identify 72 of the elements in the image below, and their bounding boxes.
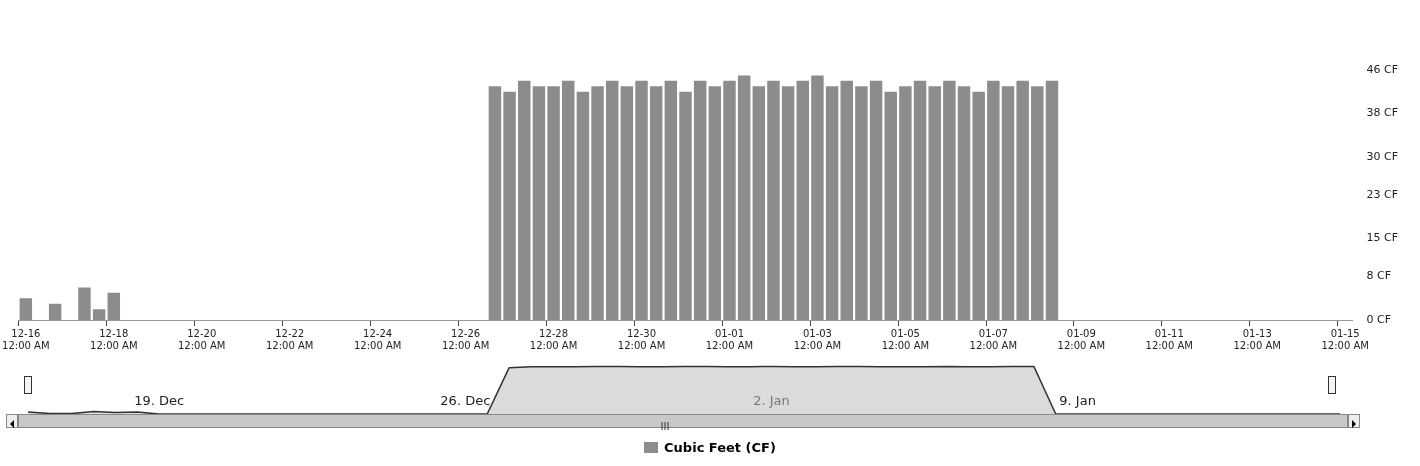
bar	[649, 86, 663, 320]
bar	[693, 80, 707, 320]
y-tick-label: 30 CF	[1366, 149, 1399, 163]
y-tick-label: 15 CF	[1366, 231, 1399, 245]
bar	[576, 91, 590, 320]
bar	[811, 75, 824, 320]
bar	[957, 86, 971, 320]
bar	[708, 86, 722, 320]
bar	[1001, 86, 1015, 320]
bar	[972, 91, 985, 320]
x-tick-label: 01-15 12:00 AM	[1321, 327, 1369, 351]
y-tick-label: 38 CF	[1366, 106, 1399, 120]
x-tick-label: 12-26 12:00 AM	[441, 327, 490, 351]
bar	[562, 80, 575, 320]
bar	[1031, 86, 1044, 320]
x-tick-label: 01-13 12:00 AM	[1233, 327, 1281, 351]
y-tick-label: 23 CF	[1366, 187, 1399, 201]
bar	[943, 80, 956, 320]
x-tick-label: 01-07 12:00 AM	[969, 327, 1018, 351]
y-tick-label: 8 CF	[1366, 269, 1392, 283]
x-tick-label: 12-28 12:00 AM	[529, 327, 578, 351]
x-tick-label: 9. Jan	[1059, 393, 1096, 409]
bar	[884, 91, 897, 320]
bar	[781, 86, 795, 320]
bar	[987, 80, 1000, 320]
bar	[796, 80, 810, 320]
bar	[752, 86, 766, 320]
y-tick-label: 0 CF	[1366, 312, 1392, 326]
x-tick-label: 01-01 12:00 AM	[705, 327, 754, 351]
bar	[679, 91, 692, 320]
x-tick-label: 19. Dec	[134, 393, 185, 409]
bar	[605, 80, 619, 320]
bar	[737, 75, 751, 320]
bar	[928, 86, 941, 320]
bar	[899, 86, 912, 320]
bar	[855, 86, 868, 320]
x-tick-label: 01-03 12:00 AM	[793, 327, 842, 351]
bar	[913, 80, 927, 320]
x-tick-label: 26. Dec	[440, 393, 491, 409]
bar	[635, 80, 648, 320]
bar	[1045, 80, 1059, 320]
bar	[107, 292, 121, 320]
bar	[825, 86, 839, 320]
x-tick-label: 01-11 12:00 AM	[1145, 327, 1193, 351]
x-tick-label: 12-16 12:00 AM	[2, 327, 50, 351]
x-tick-label: 12-24 12:00 AM	[353, 327, 402, 351]
bar	[518, 80, 531, 320]
bar	[840, 80, 853, 320]
bar	[48, 303, 62, 320]
x-tick-label: 12-30 12:00 AM	[617, 327, 666, 351]
x-tick-label: 12-18 12:00 AM	[90, 327, 138, 351]
x-tick-label: 2. Jan	[753, 393, 790, 409]
bar	[547, 86, 560, 320]
bar	[767, 80, 780, 320]
bar	[1016, 80, 1029, 320]
bar	[488, 86, 502, 320]
bar	[78, 287, 91, 320]
bar	[664, 80, 678, 320]
bar	[19, 298, 33, 320]
bar	[503, 91, 516, 320]
bar	[591, 86, 604, 320]
legend-label: Cubic Feet (CF)	[664, 440, 776, 455]
bar	[532, 86, 546, 320]
bar	[869, 80, 883, 320]
bar	[723, 80, 736, 320]
y-tick-label: 46 CF	[1366, 62, 1399, 76]
x-tick-label: 01-05 12:00 AM	[881, 327, 930, 351]
bar	[92, 309, 106, 320]
x-tick-label: 12-22 12:00 AM	[265, 327, 314, 351]
x-tick-label: 01-09 12:00 AM	[1057, 327, 1106, 351]
x-tick-label: 12-20 12:00 AM	[178, 327, 226, 351]
bar	[620, 86, 634, 320]
